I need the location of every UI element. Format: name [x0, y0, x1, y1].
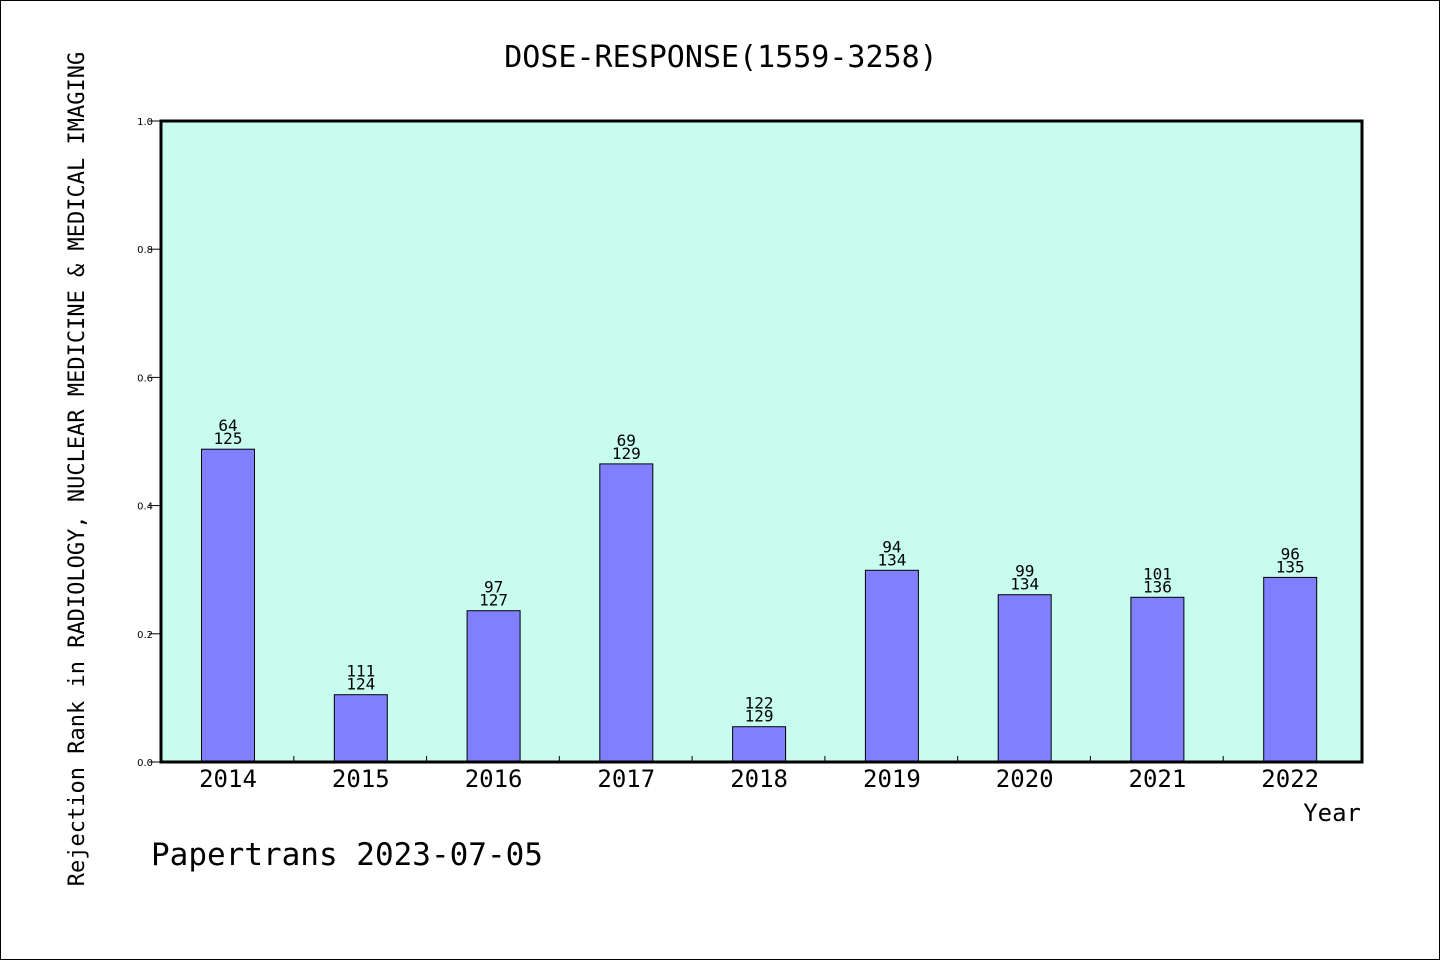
bar-2018	[732, 726, 787, 763]
total-label-2014: 125	[214, 429, 243, 448]
x-tick-label-2015: 2015	[332, 765, 390, 793]
total-label-2015: 124	[346, 675, 375, 694]
footer-text: Papertrans 2023-07-05	[151, 837, 543, 873]
x-tick-label-2020: 2020	[996, 765, 1054, 793]
y-tick-label: 0.8	[137, 245, 153, 256]
y-tick-labels: 0.0 0.2 0.4 0.6 0.8 1.0	[137, 117, 153, 769]
x-tick-label-2018: 2018	[730, 765, 788, 793]
rank-label-2019: 94	[882, 537, 901, 556]
x-tick-label-2017: 2017	[597, 765, 655, 793]
bar-2022	[1263, 576, 1318, 763]
total-label-2019: 134	[877, 550, 906, 569]
total-label-2016: 127	[479, 591, 508, 610]
y-axis-label: Rejection Rank in RADIOLOGY, NUCLEAR MED…	[65, 52, 90, 886]
x-tick-labels: 2014 2015 2016 2017 2018 2019 2020 2021 2022	[199, 765, 1319, 793]
y-tick-label: 0.6	[137, 373, 153, 384]
total-label-2017: 129	[612, 444, 641, 463]
y-tick-label: 0.2	[137, 630, 153, 641]
data-labels: 6412511112497127691291221299413499134101…	[214, 416, 1305, 726]
bar-2021	[1130, 596, 1185, 763]
chart-title: DOSE-RESPONSE(1559-3258)	[504, 40, 937, 75]
rank-label-2018: 122	[745, 694, 774, 713]
rank-label-2017: 69	[617, 431, 636, 450]
rank-label-2021: 101	[1143, 564, 1172, 583]
total-label-2022: 135	[1276, 557, 1305, 576]
x-tick-label-2016: 2016	[465, 765, 523, 793]
rank-label-2022: 96	[1281, 544, 1300, 563]
x-tick-label-2021: 2021	[1129, 765, 1187, 793]
bar-2016	[466, 610, 521, 763]
bar-2020	[997, 594, 1052, 763]
bar-2019	[864, 569, 919, 763]
total-label-2018: 129	[745, 707, 774, 726]
rank-label-2020: 99	[1015, 562, 1034, 581]
total-label-2021: 136	[1143, 577, 1172, 596]
total-label-2020: 134	[1010, 575, 1039, 594]
bars	[201, 448, 1318, 763]
rank-label-2015: 111	[346, 662, 375, 681]
rank-label-2014: 64	[218, 416, 237, 435]
plot-border	[159, 119, 1364, 764]
x-tick-label-2014: 2014	[199, 765, 257, 793]
y-tick-label: 0.0	[137, 758, 153, 769]
tick-marks	[149, 120, 1224, 763]
x-tick-label-2019: 2019	[863, 765, 921, 793]
x-tick-label-2022: 2022	[1261, 765, 1319, 793]
bar-2017	[599, 463, 654, 763]
y-tick-label: 0.4	[137, 502, 153, 513]
x-axis-label: Year	[1303, 799, 1361, 827]
rank-label-2016: 97	[484, 578, 503, 597]
bar-2015	[333, 694, 388, 763]
y-tick-label: 1.0	[137, 117, 153, 128]
bar-2014	[201, 448, 255, 763]
